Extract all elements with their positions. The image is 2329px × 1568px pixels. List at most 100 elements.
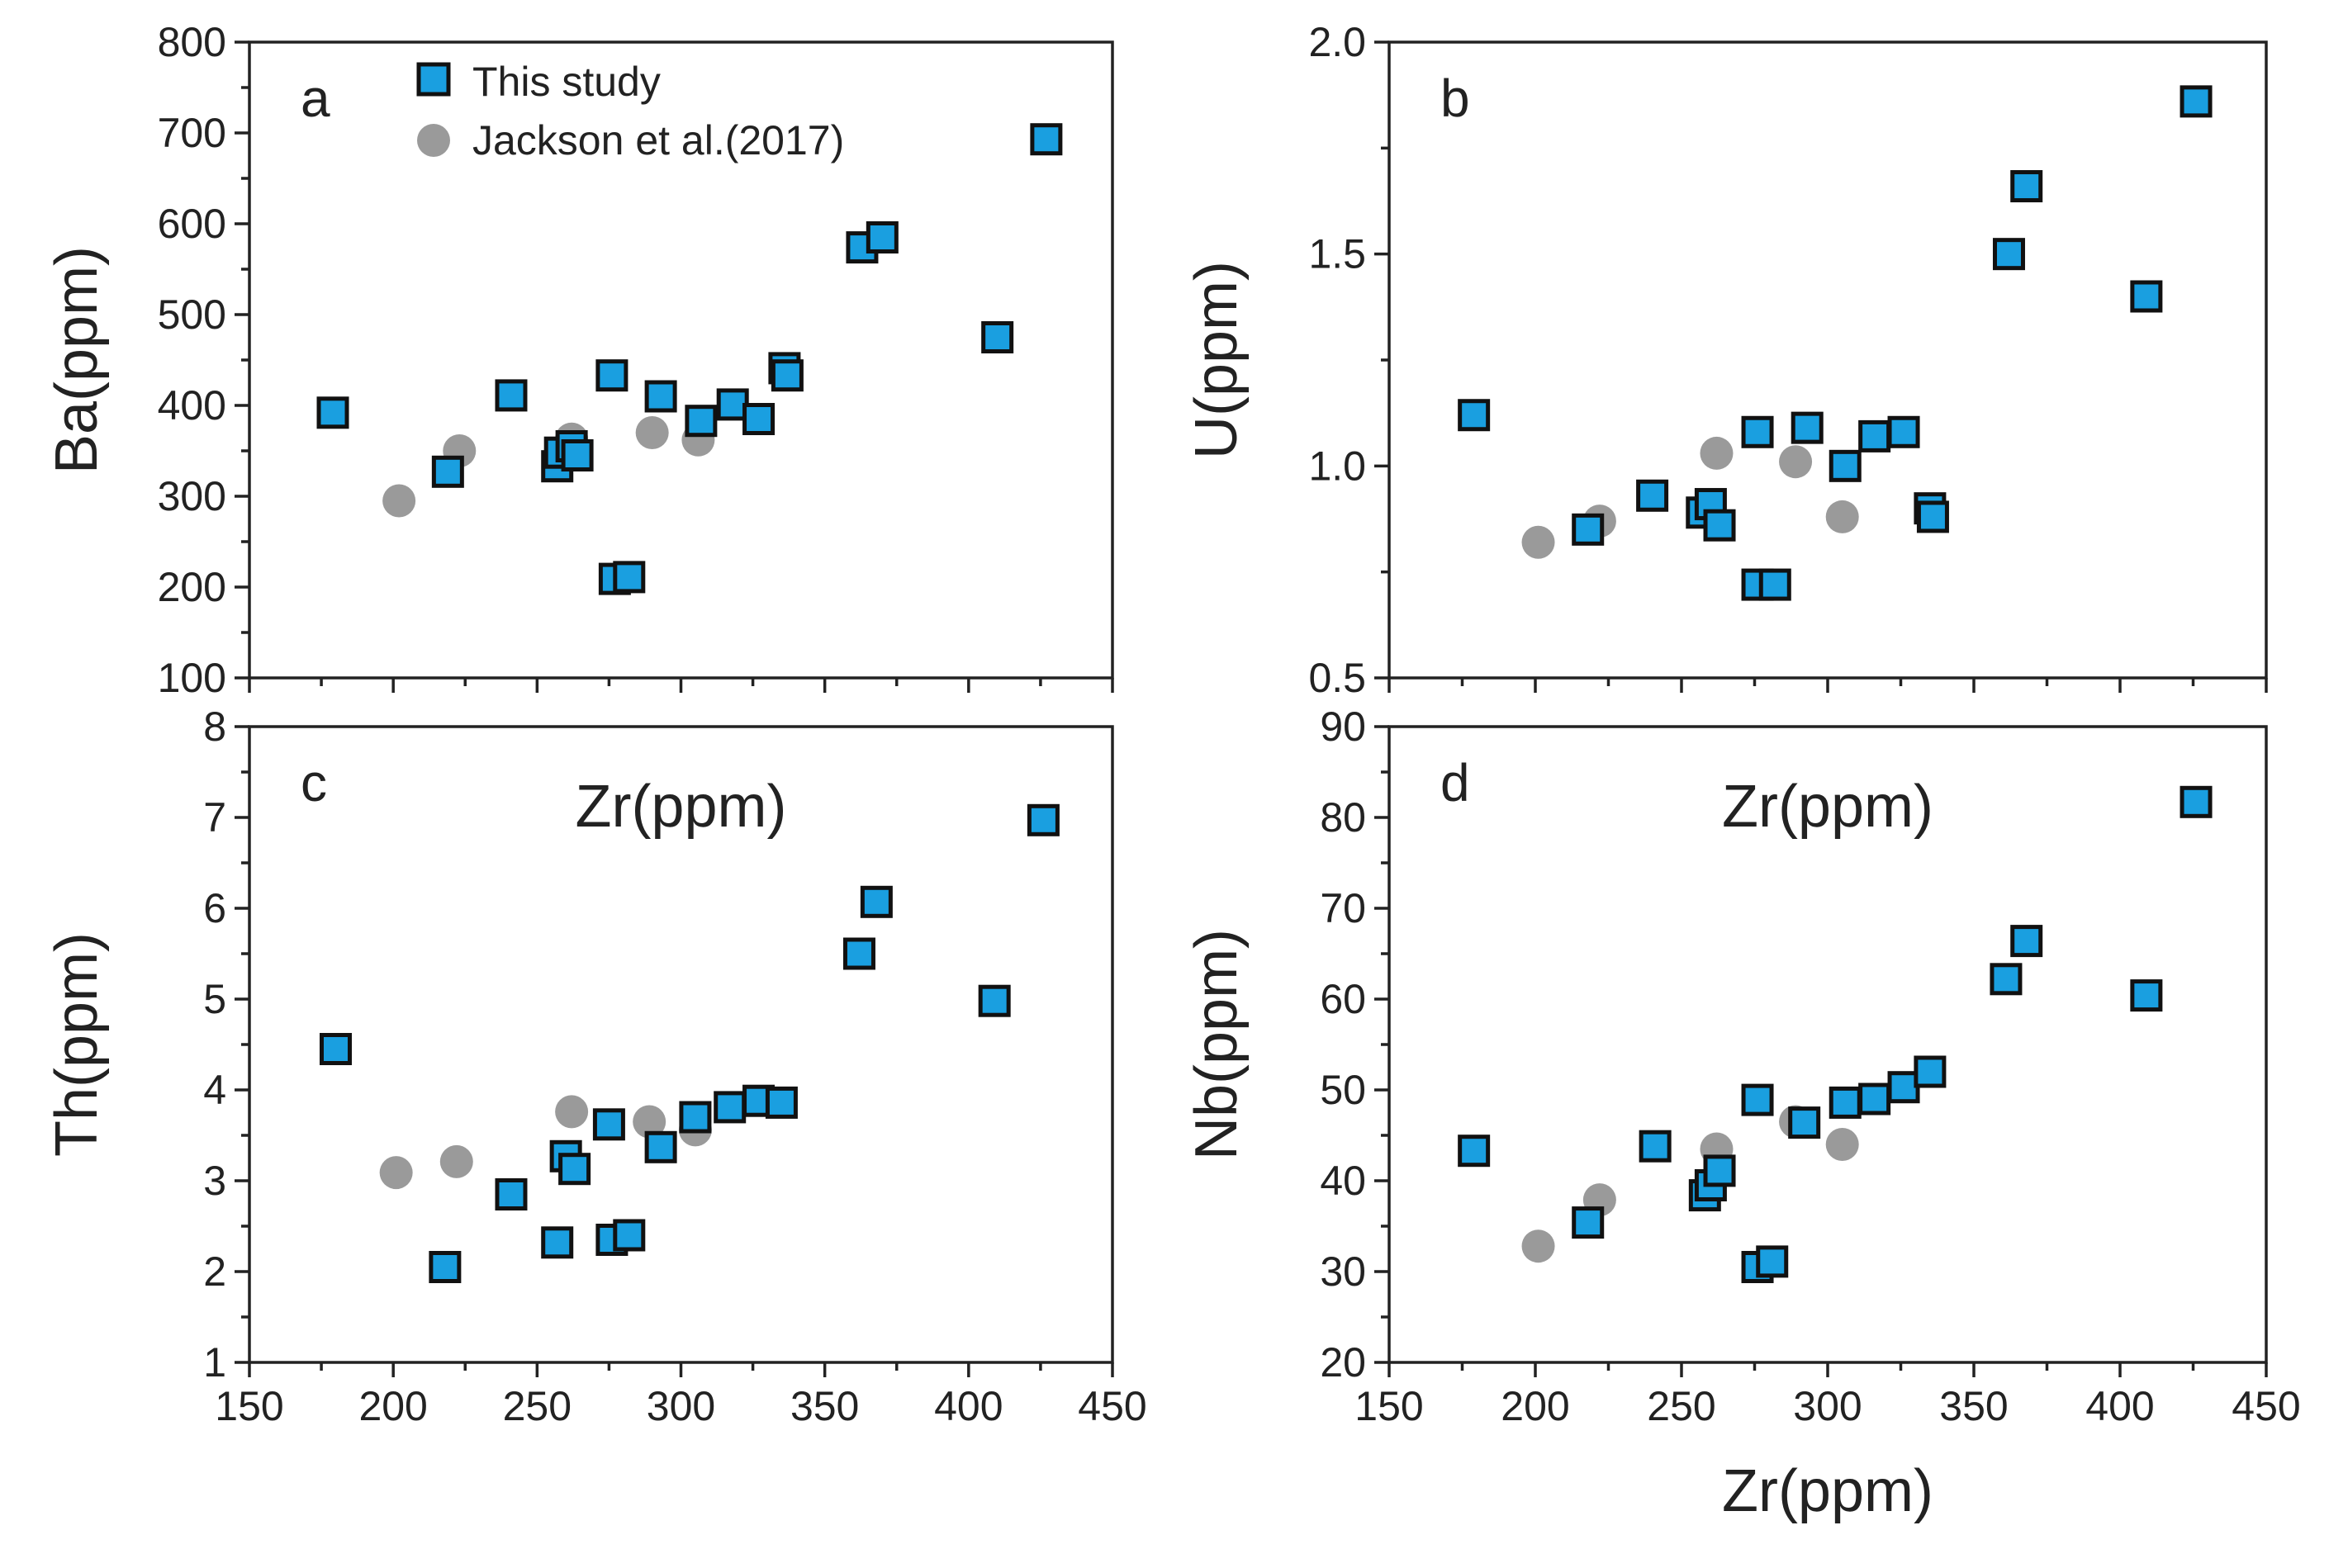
data-point-jackson — [1779, 445, 1813, 479]
panel-letter: d — [1440, 753, 1470, 812]
y-axis-title: Th(ppm) — [44, 932, 110, 1157]
data-point-this-study — [1990, 963, 2023, 996]
data-point-jackson — [633, 1105, 666, 1139]
y-axis-title: Nb(ppm) — [1183, 929, 1250, 1160]
data-point-this-study — [1572, 1206, 1605, 1239]
data-point-this-study — [2010, 170, 2043, 203]
y-axis-title: Ba(ppm) — [44, 246, 110, 474]
y-tick-label: 4 — [203, 1067, 226, 1113]
y-tick-label: 30 — [1320, 1248, 1366, 1295]
data-point-this-study — [1992, 238, 2025, 271]
x-tick-label: 450 — [1078, 1383, 1146, 1429]
panel-letter: b — [1440, 69, 1470, 128]
data-point-this-study — [644, 380, 677, 413]
data-point-this-study — [1030, 123, 1063, 156]
data-point-this-study — [981, 321, 1014, 353]
data-point-this-study — [429, 1251, 462, 1283]
data-point-this-study — [860, 885, 893, 918]
data-point-jackson — [439, 1144, 473, 1178]
x-tick-label: 350 — [1939, 1383, 2008, 1429]
data-point-this-study — [320, 1033, 352, 1065]
data-point-this-study — [1758, 568, 1791, 601]
data-point-this-study — [1636, 479, 1669, 512]
x-axis-title: Zr(ppm) — [1722, 774, 1933, 840]
panel-a: 100 200 300 400 500 600 700 800 Ba(ppm) Zr(ppm) a — [44, 19, 1114, 840]
data-point-this-study — [1829, 1086, 1862, 1119]
y-tick-label: 3 — [203, 1158, 226, 1204]
data-point-this-study — [771, 359, 804, 392]
data-point-this-study — [1756, 1245, 1789, 1278]
y-tick-label: 700 — [158, 110, 226, 156]
plot-frame — [1387, 40, 2268, 680]
data-point-this-study — [558, 1153, 591, 1186]
y-tick-label: 1 — [203, 1339, 226, 1386]
y-tick-label: 2 — [203, 1248, 226, 1295]
x-tick-label: 350 — [790, 1383, 859, 1429]
x-tick-label: 200 — [358, 1383, 427, 1429]
x-tick-label: 250 — [1647, 1383, 1715, 1429]
legend-this-study-marker — [416, 62, 451, 97]
x-tick-label: 400 — [934, 1383, 1003, 1429]
x-axis-title: Zr(ppm) — [1722, 1458, 1933, 1524]
x-axis-title: Zr(ppm) — [576, 774, 787, 840]
data-point-this-study — [2130, 280, 2163, 313]
x-tick-label: 400 — [2085, 1383, 2154, 1429]
data-point-this-study — [685, 405, 718, 438]
legend-jackson-marker — [417, 124, 450, 157]
legend-jackson-label: Jackson et al.(2017) — [472, 117, 844, 163]
data-point-this-study — [2130, 979, 2163, 1012]
data-point-this-study — [1829, 449, 1862, 482]
data-point-jackson — [1825, 500, 1859, 533]
x-tick-label: 450 — [2232, 1383, 2300, 1429]
legend-this-study-label: This study — [472, 59, 661, 105]
data-point-this-study — [1914, 1055, 1947, 1088]
data-point-this-study — [1916, 500, 1949, 533]
data-point-this-study — [679, 1101, 712, 1134]
panel-c: 150 200 250 300 350 400 450 1 2 3 4 5 6 7 8 Th(ppm) c — [44, 703, 1147, 1429]
x-tick-label: 150 — [215, 1383, 283, 1429]
y-tick-label: 90 — [1320, 703, 1366, 750]
y-tick-label: 5 — [203, 976, 226, 1022]
data-point-jackson — [379, 1156, 413, 1190]
panel-letter: a — [301, 69, 330, 128]
data-point-jackson — [635, 416, 669, 449]
data-point-this-study — [495, 379, 528, 412]
data-point-jackson — [555, 1095, 589, 1129]
data-point-this-study — [1458, 399, 1491, 432]
data-point-this-study — [1887, 415, 1920, 448]
data-point-this-study — [1572, 513, 1605, 546]
data-point-this-study — [714, 1091, 747, 1124]
y-tick-label: 800 — [158, 19, 226, 65]
data-point-this-study — [495, 1178, 528, 1210]
panel-b: 0.5 1.0 1.5 2.0 U(ppm) Zr(ppm) b — [1183, 19, 2268, 840]
data-point-this-study — [1887, 1071, 1920, 1104]
data-point-this-study — [1639, 1130, 1672, 1163]
y-tick-label: 500 — [158, 291, 226, 338]
data-point-this-study — [2180, 85, 2213, 118]
data-point-this-study — [1858, 1082, 1891, 1116]
data-point-this-study — [613, 561, 646, 594]
data-point-this-study — [1027, 803, 1060, 836]
data-point-this-study — [592, 1108, 625, 1141]
data-point-this-study — [644, 1130, 677, 1163]
y-tick-label: 6 — [203, 885, 226, 931]
data-point-this-study — [595, 359, 628, 392]
y-tick-label: 1.0 — [1308, 443, 1366, 489]
y-tick-label: 100 — [158, 655, 226, 701]
y-tick-label: 70 — [1320, 885, 1366, 931]
data-point-jackson — [382, 484, 416, 518]
data-point-this-study — [1858, 419, 1891, 452]
y-tick-label: 80 — [1320, 794, 1366, 841]
y-tick-label: 2.0 — [1308, 19, 1366, 65]
y-tick-label: 1.5 — [1308, 231, 1366, 277]
x-tick-label: 250 — [503, 1383, 572, 1429]
data-point-this-study — [613, 1219, 646, 1252]
data-point-this-study — [541, 1226, 574, 1259]
data-point-this-study — [1703, 509, 1736, 542]
y-tick-label: 40 — [1320, 1158, 1366, 1204]
y-tick-label: 8 — [203, 703, 226, 750]
panel-d: 150 200 250 300 350 400 450 20 30 40 50 60 70 80 90 Nb(… — [1183, 703, 2301, 1524]
data-point-this-study — [842, 937, 875, 970]
data-point-jackson — [1825, 1128, 1859, 1161]
y-tick-label: 300 — [158, 473, 226, 519]
